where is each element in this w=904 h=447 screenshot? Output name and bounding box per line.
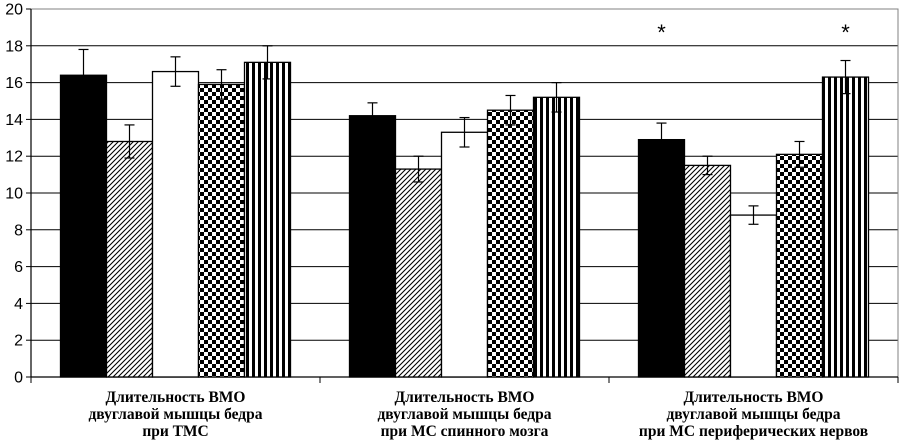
y-tick-label: 16	[5, 75, 23, 92]
category-label: Длительность ВМО	[684, 389, 824, 406]
bar	[775, 153, 824, 378]
significance-star: *	[657, 20, 666, 45]
significance-star: *	[841, 20, 850, 45]
bar	[105, 140, 154, 378]
bar	[151, 70, 200, 378]
y-tick-label: 20	[5, 2, 23, 19]
category-label: двуглавой мышцы бедра	[666, 406, 840, 423]
bars	[59, 61, 870, 378]
bar	[486, 109, 535, 378]
bar	[394, 168, 443, 378]
category-label: Длительность ВМО	[106, 389, 246, 406]
bar	[59, 74, 108, 378]
category-label: Длительность ВМО	[395, 389, 535, 406]
y-tick-label: 8	[14, 222, 23, 239]
y-tick-label: 0	[14, 370, 23, 387]
bar	[637, 138, 686, 378]
category-label: при МС спинного мозга	[381, 423, 549, 440]
bar	[821, 76, 870, 378]
bar	[243, 61, 292, 378]
category-label: при МС периферических нервов	[639, 423, 868, 440]
category-label: при ТМС	[142, 423, 208, 440]
category-label: двуглавой мышцы бедра	[377, 406, 551, 423]
bar	[729, 214, 778, 378]
bar	[197, 83, 246, 378]
y-tick-label: 18	[5, 38, 23, 55]
y-tick-label: 6	[14, 259, 23, 276]
y-tick-label: 10	[5, 186, 23, 203]
y-tick-label: 12	[5, 149, 23, 166]
y-tick-label: 4	[14, 296, 23, 313]
error-bars	[78, 45, 851, 225]
y-tick-label: 14	[5, 112, 23, 129]
bar	[683, 164, 732, 378]
bar	[440, 131, 489, 378]
category-label: двуглавой мышцы бедра	[88, 406, 262, 423]
bar	[348, 115, 397, 378]
y-tick-label: 2	[14, 333, 23, 350]
bar	[532, 96, 581, 378]
